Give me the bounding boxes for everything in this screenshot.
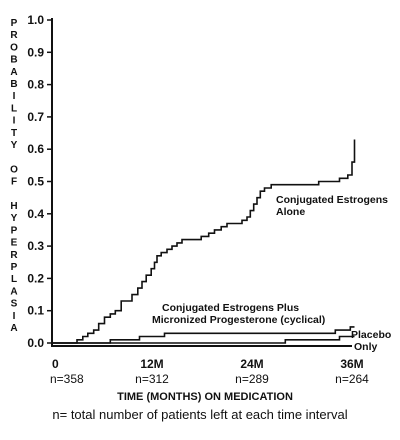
y-axis-label-letter: O xyxy=(10,164,18,175)
x-tick-label: 12M xyxy=(140,357,163,371)
y-axis-label-letter: L xyxy=(11,274,17,285)
y-axis-label-letter: Y xyxy=(11,140,18,151)
y-tick-label: 0.5 xyxy=(27,175,44,189)
x-tick-label: 24M xyxy=(240,357,263,371)
series-label-estrogens-line1: Conjugated Estrogens xyxy=(276,194,388,206)
footnote: n= total number of patients left at each… xyxy=(52,407,347,422)
x-tick-label: 36M xyxy=(340,357,363,371)
x-tick-n-label: n=264 xyxy=(335,372,369,386)
y-axis-label-letter: B xyxy=(10,79,17,90)
y-axis-label-letter: A xyxy=(10,67,17,78)
series-line-1 xyxy=(52,326,355,344)
y-axis-label-letter: I xyxy=(13,91,16,102)
series-lines xyxy=(52,139,356,344)
y-tick-label: 0.6 xyxy=(27,142,44,156)
x-tick-n-label: n=358 xyxy=(50,372,84,386)
series-label-placebo-line1: Placebo xyxy=(351,329,391,341)
y-axis-label-letter: A xyxy=(10,323,17,334)
y-axis-ticks: 0.0 0.1 0.2 0.3 0.4 0.5 0.6 0.7 0.8 0.9 1.0 xyxy=(27,13,52,350)
series-label-estrogens-line2: Alone xyxy=(276,206,305,218)
y-axis-label-letter: L xyxy=(11,103,17,114)
y-axis-label-letter: A xyxy=(10,286,17,297)
y-axis-label-letter: R xyxy=(10,250,18,261)
series-line-2 xyxy=(52,335,355,344)
y-tick-label: 0.2 xyxy=(27,271,44,285)
x-axis-label: TIME (MONTHS) ON MEDICATION xyxy=(117,391,293,403)
series-line-0 xyxy=(52,139,356,344)
y-tick-label: 0.1 xyxy=(27,304,44,318)
y-tick-label: 0.4 xyxy=(27,207,44,221)
axis-lines xyxy=(51,18,352,347)
y-axis-label-letter: H xyxy=(10,201,17,212)
y-axis-label-letter: F xyxy=(11,177,17,188)
y-tick-label: 1.0 xyxy=(27,13,44,27)
y-tick-label: 0.7 xyxy=(27,110,44,124)
y-axis-label-letter: B xyxy=(10,55,17,66)
series-label-placebo-line2: Only xyxy=(354,341,377,353)
y-axis-label-letter: I xyxy=(13,116,16,127)
x-tick-n-label: n=289 xyxy=(235,372,269,386)
y-axis-label-letter: R xyxy=(10,30,18,41)
x-tick-n-label: n=312 xyxy=(135,372,169,386)
y-axis-label-letter: O xyxy=(10,42,18,53)
y-axis-label-letter: Y xyxy=(11,213,18,224)
y-tick-label: 0.3 xyxy=(27,239,44,253)
y-tick-label: 0.0 xyxy=(27,336,44,350)
y-axis-label-letter: S xyxy=(11,299,18,310)
y-axis-label-letter: E xyxy=(11,238,18,249)
y-axis-label-letter: P xyxy=(11,262,18,273)
y-axis-label-letter: P xyxy=(11,18,18,29)
series-label-progesterone-line1: Conjugated Estrogens Plus xyxy=(162,302,299,314)
y-axis-label-letter: T xyxy=(11,128,17,139)
y-axis-label-letter: I xyxy=(13,311,16,322)
y-tick-label: 0.9 xyxy=(27,45,44,59)
series-label-progesterone-line2: Micronized Progesterone (cyclical) xyxy=(152,314,325,326)
y-tick-label: 0.8 xyxy=(27,78,44,92)
y-axis-label-letter: P xyxy=(11,225,18,236)
x-tick-label: 0 xyxy=(52,357,59,371)
